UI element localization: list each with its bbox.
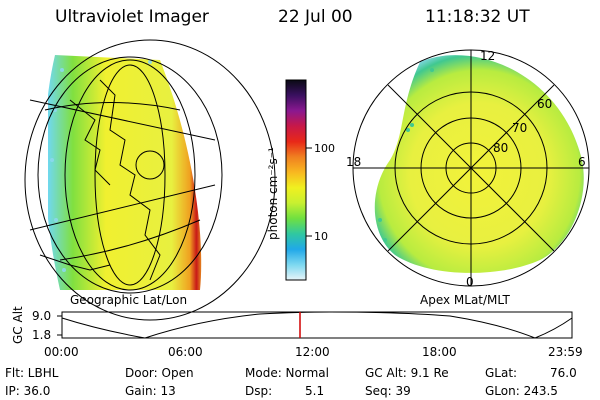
orbit-xtick-1800: 18:00 — [422, 345, 457, 359]
mlat-label-70: 70 — [512, 121, 527, 135]
colorbar-tick-10: 10 — [314, 230, 328, 243]
left-panel-label: Geographic Lat/Lon — [70, 293, 187, 307]
mlat-label-60: 60 — [537, 97, 552, 111]
mlt-label-6: 6 — [578, 155, 586, 169]
filter-label: Flt: LBHL — [5, 366, 59, 380]
orbit-xtick-0000: 00:00 — [44, 345, 79, 359]
dsp-value: 5.1 — [305, 384, 325, 398]
glat-label: GLat: — [485, 366, 518, 380]
instrument-title: Ultraviolet Imager — [55, 7, 209, 27]
orbit-plot: 9.0 1.8 GC Alt 00:00 06:00 12:00 18:00 2… — [11, 306, 583, 359]
orbit-ylabel: GC Alt — [11, 306, 25, 344]
geographic-image — [24, 39, 276, 321]
gc-alt-label: GC Alt: 9.1 Re — [365, 366, 449, 380]
orbit-xtick-2359: 23:59 — [548, 345, 583, 359]
seq-label: Seq: 39 — [365, 384, 411, 398]
door-label: Door: Open — [125, 366, 194, 380]
right-panel-label: Apex MLat/MLT — [420, 293, 510, 307]
mlat-label-80: 80 — [493, 141, 508, 155]
orbit-xtick-0600: 06:00 — [168, 345, 203, 359]
mlt-label-0: 0 — [466, 275, 474, 289]
mlt-label-12: 12 — [480, 49, 495, 63]
colorbar: 100 10 photon cm⁻²s⁻¹ — [266, 79, 335, 281]
orbit-xtick-1200: 12:00 — [295, 345, 330, 359]
ip-label: IP: 36.0 — [5, 384, 51, 398]
time-label: 11:18:32 UT — [425, 7, 530, 27]
colorbar-unit-label: photon cm⁻²s⁻¹ — [266, 147, 280, 240]
glon-label: GLon: 243.5 — [485, 384, 558, 398]
glat-value: 76.0 — [550, 366, 577, 380]
colorbar-tick-100: 100 — [314, 142, 335, 155]
polar-image: 12 18 6 0 60 70 80 — [346, 49, 590, 289]
orbit-ytick-9: 9.0 — [32, 309, 51, 323]
gain-label: Gain: 13 — [125, 384, 176, 398]
mlt-label-18: 18 — [346, 155, 361, 169]
globe-limb — [24, 39, 276, 321]
mode-label: Mode: Normal — [245, 366, 329, 380]
date-label: 22 Jul 00 — [278, 7, 353, 27]
orbit-altitude-curve — [61, 311, 573, 339]
dsp-label: Dsp: — [245, 384, 273, 398]
orbit-ytick-1.8: 1.8 — [32, 328, 51, 342]
